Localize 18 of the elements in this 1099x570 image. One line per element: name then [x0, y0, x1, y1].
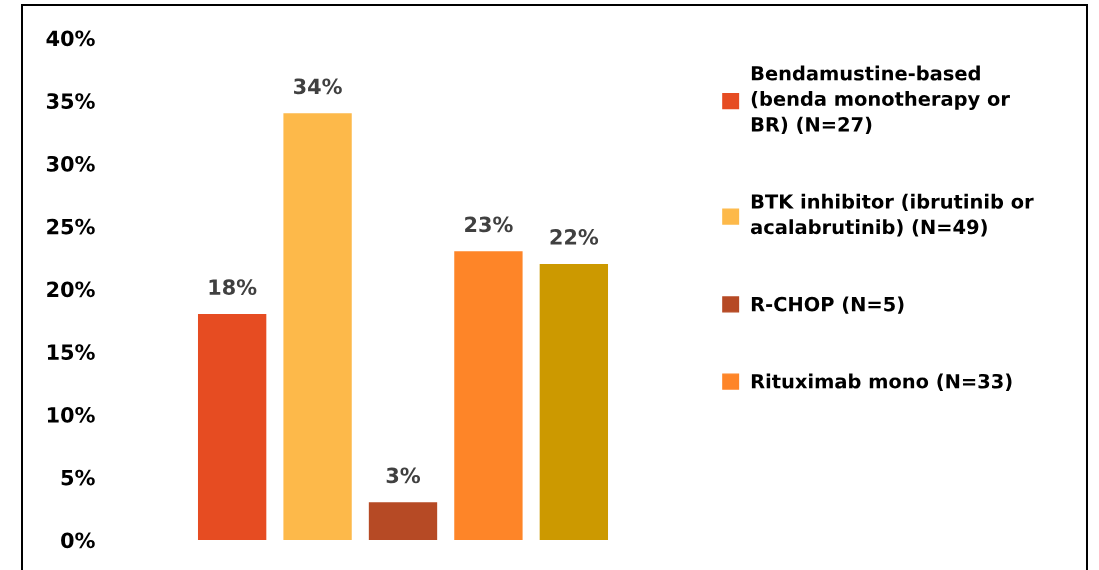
- data-label: 22%: [550, 229, 599, 245]
- y-tick-label: 35%: [46, 93, 95, 109]
- y-tick-label: 40%: [46, 30, 95, 47]
- legend-label: Bendamustine-based (benda monotherapy or BR) (N=27): [751, 65, 1010, 134]
- y-tick-label: 20%: [47, 281, 95, 298]
- y-tick-label: 25%: [47, 218, 95, 235]
- legend-label: BTK inhibitor (ibrutinib or acalabrutinib) (N=49): [750, 193, 1034, 237]
- y-tick-label: 30%: [46, 155, 95, 172]
- data-label: 18%: [209, 279, 257, 295]
- y-tick-label: 10%: [47, 406, 95, 423]
- data-label: 34%: [294, 78, 342, 95]
- y-tick-label: 5%: [61, 469, 95, 486]
- data-label: 3%: [386, 467, 421, 484]
- data-label: 23%: [465, 216, 513, 233]
- y-tick-label: 15%: [47, 344, 95, 360]
- y-tick-label: 0%: [61, 532, 95, 549]
- legend-label: R-CHOP (N=5): [751, 296, 904, 314]
- legend-label: Rituximab mono (N=33): [751, 373, 1012, 391]
